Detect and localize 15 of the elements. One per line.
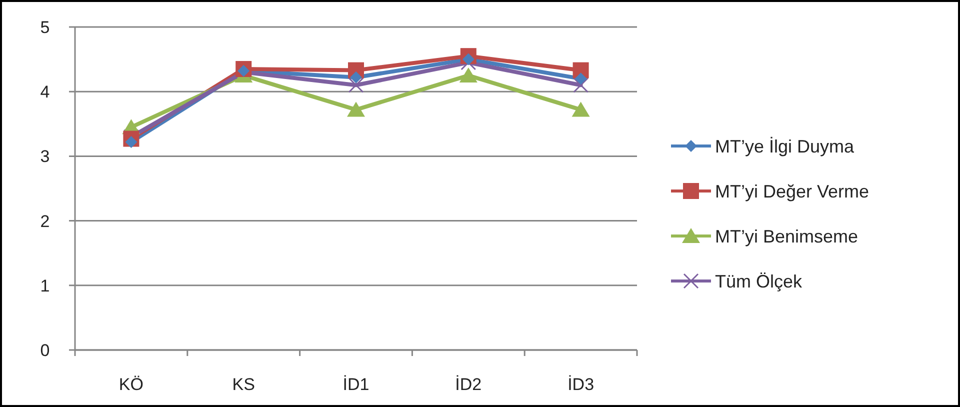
legend-label: Tüm Ölçek bbox=[715, 271, 804, 292]
y-tick-label: 3 bbox=[40, 147, 50, 166]
x-tick-label: İD1 bbox=[342, 375, 370, 394]
x-tick-label: KÖ bbox=[118, 375, 144, 394]
x-tick-label: İD3 bbox=[568, 375, 594, 394]
y-tick-label: 4 bbox=[40, 82, 50, 102]
legend-label: MT’ye İlgi Duyma bbox=[715, 136, 856, 156]
y-tick-label: 1 bbox=[40, 276, 50, 296]
x-tick-label: İD2 bbox=[455, 375, 482, 394]
y-tick-label: 2 bbox=[40, 212, 50, 231]
y-tick-label: 5 bbox=[40, 18, 50, 37]
x-tick-label: KS bbox=[232, 375, 255, 394]
legend-label: MT’yi Değer Verme bbox=[715, 181, 870, 202]
legend-label: MT’yi Benimseme bbox=[715, 226, 858, 246]
y-tick-label: 0 bbox=[40, 340, 50, 360]
